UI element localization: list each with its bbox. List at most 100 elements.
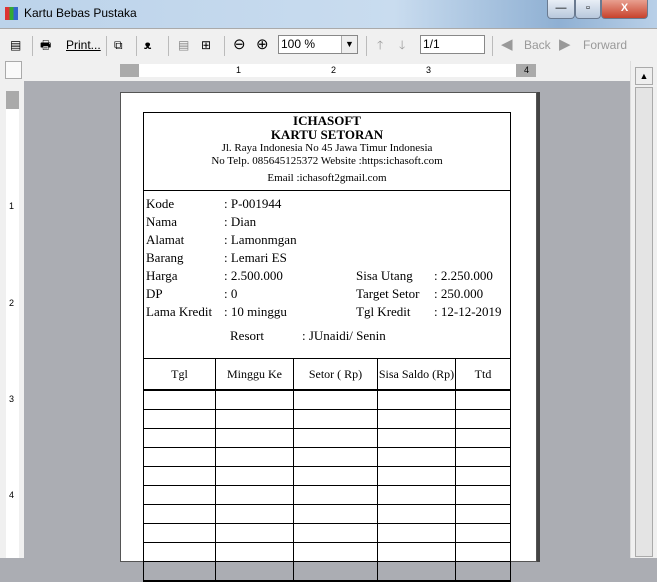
field-label: Alamat bbox=[146, 232, 185, 247]
table-row bbox=[144, 505, 510, 524]
table-cell bbox=[216, 524, 294, 542]
back-icon[interactable]: ◀ bbox=[501, 36, 513, 53]
table-cell bbox=[144, 467, 216, 485]
zoom-out-icon[interactable]: ⊖ bbox=[233, 36, 246, 53]
table-row bbox=[144, 429, 510, 448]
field-label: Nama bbox=[146, 214, 178, 229]
field-label: Lama Kredit bbox=[146, 304, 213, 319]
field-row: Target Setor: 250.000 bbox=[356, 286, 483, 302]
scroll-up-arrow-icon[interactable]: ▲ bbox=[635, 67, 653, 85]
table-row bbox=[144, 467, 510, 486]
table-cell bbox=[378, 467, 456, 485]
table-cell bbox=[294, 410, 378, 428]
table-cell bbox=[216, 448, 294, 466]
printer-icon[interactable]: 🖶 bbox=[40, 38, 52, 52]
table-header: Tgl Minggu Ke Setor ( Rp) Sisa Saldo (Rp… bbox=[144, 358, 510, 391]
card-header: ICHASOFT KARTU SETORAN Jl. Raya Indonesi… bbox=[144, 113, 510, 191]
table-cell bbox=[378, 429, 456, 447]
table-cell bbox=[294, 524, 378, 542]
chevron-down-icon[interactable]: ▼ bbox=[341, 36, 357, 53]
page-up-icon[interactable]: 🡑 bbox=[377, 38, 384, 52]
table-body bbox=[144, 391, 510, 581]
forward-icon[interactable]: ▶ bbox=[559, 36, 571, 53]
horizontal-ruler: 1 2 3 4 bbox=[0, 61, 657, 81]
table-cell bbox=[378, 505, 456, 523]
table-cell bbox=[144, 448, 216, 466]
table-cell bbox=[294, 543, 378, 561]
field-label: Sisa Utang bbox=[356, 268, 413, 283]
close-button[interactable]: X bbox=[601, 0, 648, 19]
table-cell bbox=[216, 562, 294, 580]
table-cell bbox=[294, 448, 378, 466]
field-label: DP bbox=[146, 286, 163, 301]
separator bbox=[366, 36, 367, 56]
field-value: : 10 minggu bbox=[224, 304, 287, 319]
field-label: Kode bbox=[146, 196, 175, 211]
field-value: : 2.250.000 bbox=[434, 268, 493, 283]
multi-page-icon[interactable]: ⊞ bbox=[201, 38, 212, 52]
binoculars-icon[interactable]: ᴥ bbox=[144, 38, 152, 52]
table-cell bbox=[144, 524, 216, 542]
ruler-mark: 3 bbox=[9, 394, 15, 404]
resort-row: Resort : JUnaidi/ Senin bbox=[230, 328, 386, 344]
page-down-icon[interactable]: 🡓 bbox=[399, 38, 406, 52]
field-label: Tgl Kredit bbox=[356, 304, 411, 319]
zoom-select[interactable]: 100 % ▼ bbox=[278, 35, 358, 54]
ruler-mark: 4 bbox=[9, 490, 15, 500]
forward-button[interactable]: Forward bbox=[583, 38, 628, 52]
vertical-scrollbar[interactable]: ▲ bbox=[630, 61, 657, 558]
toggle-tree-icon[interactable]: ▤ bbox=[10, 38, 22, 52]
column-header: Minggu Ke bbox=[216, 359, 294, 389]
toolbar: ▤ 🖶 Print... ⧉ ᴥ ▤ ⊞ ⊖ ⊕ 100 % ▼ 🡑 🡓 1/1 … bbox=[0, 28, 657, 61]
field-row: Alamat : Lamonmgan bbox=[146, 232, 297, 248]
table-cell bbox=[294, 505, 378, 523]
ruler-mark: 2 bbox=[331, 65, 337, 75]
zoom-value: 100 % bbox=[281, 37, 316, 51]
minimize-button[interactable]: — bbox=[547, 0, 575, 19]
scroll-thumb[interactable] bbox=[635, 87, 653, 557]
field-value: : 2.500.000 bbox=[224, 268, 283, 283]
separator bbox=[106, 36, 107, 56]
column-header: Sisa Saldo (Rp) bbox=[378, 359, 456, 389]
print-button[interactable]: Print... bbox=[66, 38, 101, 52]
table-row bbox=[144, 562, 510, 581]
page-input[interactable]: 1/1 bbox=[420, 35, 485, 54]
table-cell bbox=[144, 391, 216, 409]
field-row: Harga : 2.500.000 bbox=[146, 268, 283, 284]
field-label: Resort bbox=[230, 328, 264, 343]
field-label: Harga bbox=[146, 268, 178, 283]
table-cell bbox=[456, 467, 510, 485]
table-cell bbox=[456, 391, 510, 409]
table-cell bbox=[216, 467, 294, 485]
contact: No Telp. 085645125372 Website :https:ich… bbox=[211, 155, 443, 167]
table-cell bbox=[456, 524, 510, 542]
table-cell bbox=[216, 543, 294, 561]
table-cell bbox=[144, 562, 216, 580]
column-header: Tgl bbox=[144, 359, 216, 389]
table-cell bbox=[456, 429, 510, 447]
table-cell bbox=[216, 391, 294, 409]
company-name: ICHASOFT bbox=[293, 113, 361, 128]
field-value: : Lamonmgan bbox=[224, 232, 297, 247]
address: Jl. Raya Indonesia No 45 Jawa Timur Indo… bbox=[221, 142, 433, 154]
table-cell bbox=[456, 486, 510, 504]
ruler-mark: 1 bbox=[236, 65, 242, 75]
table-cell bbox=[216, 410, 294, 428]
table-cell bbox=[144, 429, 216, 447]
zoom-in-icon[interactable]: ⊕ bbox=[256, 36, 269, 53]
table-cell bbox=[378, 410, 456, 428]
table-cell bbox=[294, 562, 378, 580]
table-cell bbox=[378, 448, 456, 466]
separator bbox=[136, 36, 137, 56]
back-button[interactable]: Back bbox=[524, 38, 551, 52]
table-cell bbox=[456, 505, 510, 523]
ruler-mark: 2 bbox=[9, 298, 15, 308]
maximize-button[interactable]: ▫ bbox=[575, 0, 601, 19]
vertical-ruler: 1 2 3 4 bbox=[0, 81, 24, 558]
single-page-icon[interactable]: ▤ bbox=[178, 38, 190, 52]
field-row: Kode: P-001944 bbox=[146, 196, 281, 212]
copy-icon[interactable]: ⧉ bbox=[114, 38, 123, 52]
field-value: : JUnaidi/ Senin bbox=[302, 328, 386, 343]
field-row: Sisa Utang : 2.250.000 bbox=[356, 268, 493, 284]
table-row bbox=[144, 448, 510, 467]
